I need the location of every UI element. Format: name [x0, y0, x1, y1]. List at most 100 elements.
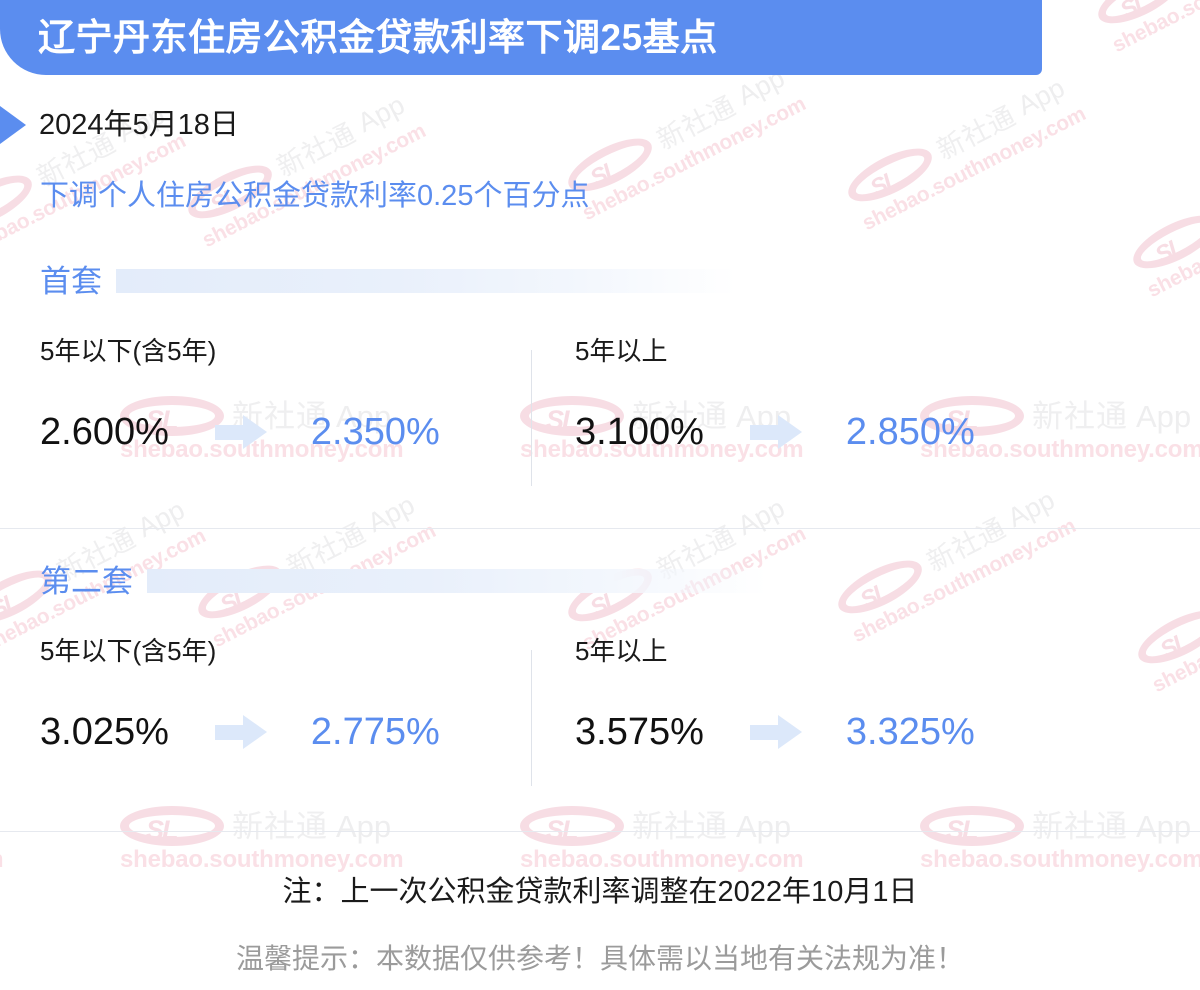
old-rate: 3.100%	[575, 411, 704, 453]
watermark-brand-mark: SL	[0, 193, 2, 230]
arrow-shaft	[749, 725, 780, 740]
watermark-brand-app: App	[336, 808, 392, 844]
section-second-home: 第二套 5年以下(含5年) 3.025% 2.775%	[0, 558, 1200, 786]
watermark-brand-app: App	[732, 492, 790, 542]
rate-column: 5年以下(含5年) 3.025% 2.775%	[0, 638, 531, 754]
watermark-brand-mark: SL	[1115, 0, 1152, 24]
rate-column: 5年以上 3.575% 3.325%	[531, 638, 1091, 754]
watermark-brand-cn: 新社通	[1032, 808, 1128, 844]
watermark-logo-row: SL 新社通 App	[560, 56, 798, 203]
rate-row: 2.600% 2.350%	[40, 410, 531, 454]
term-label: 5年以下(含5年)	[40, 636, 217, 666]
new-rate: 2.775%	[310, 711, 440, 753]
watermark-horizontal: SL 新社通 App shebao.southmoney.com	[0, 806, 4, 872]
arrow-right-icon	[749, 415, 804, 449]
watermark-logo-row: SL 新社通 App	[0, 806, 3, 846]
rate-row: 3.575% 3.325%	[575, 710, 1091, 754]
new-rate: 3.325%	[845, 711, 975, 753]
page-title: 辽宁丹东住房公积金贷款利率下调25基点	[38, 17, 718, 58]
watermark-horizontal: SL 新社通 App shebao.southmoney.com	[120, 806, 404, 873]
section-header-bar	[147, 569, 767, 593]
watermark-brand-cn: 新社通	[932, 100, 1021, 166]
footer-divider	[0, 831, 1200, 832]
sl-logo-icon: SL	[520, 806, 624, 846]
watermark-brand-cn: 新社通	[272, 117, 361, 183]
sl-logo-icon: SL	[120, 806, 224, 846]
section-first-home: 首套 5年以下(含5年) 2.600% 2.350%	[0, 258, 1200, 486]
watermark-brand-mark: SL	[585, 155, 622, 192]
watermark-logo-row: SL 新社通 App	[920, 806, 1200, 846]
footer-note: 注：上一次公积金贷款利率调整在2022年10月1日	[282, 876, 918, 908]
header-banner: 辽宁丹东住房公积金贷款利率下调25基点	[0, 0, 1042, 75]
term-label: 5年以上	[575, 636, 668, 666]
rate-columns: 5年以下(含5年) 2.600% 2.350% 5年以上	[0, 338, 1200, 486]
column-divider	[531, 350, 532, 486]
sl-logo-icon: SL	[1090, 0, 1189, 34]
watermark-brand-mark: SL	[865, 165, 902, 202]
sl-logo-icon: SL	[920, 806, 1024, 846]
watermark-url: shebao.southmoney.com	[520, 846, 804, 873]
watermark-brand-app: App	[132, 494, 190, 544]
new-rate: 2.850%	[845, 411, 975, 453]
watermark-brand-app: App	[1002, 484, 1060, 534]
watermark-brand-app: App	[736, 808, 792, 844]
section-divider	[0, 528, 1200, 529]
watermark-brand-app: App	[1136, 808, 1192, 844]
watermark-diagonal: SL 新社通 App shebao.southmoney.com	[1090, 0, 1200, 58]
rate-row: 3.025% 2.775%	[40, 710, 531, 754]
term-label: 5年以下(含5年)	[40, 336, 217, 366]
effective-date: 2024年5月18日	[39, 108, 239, 141]
arrow-right-icon	[214, 415, 269, 449]
watermark-horizontal: SL 新社通 App shebao.southmoney.com	[920, 806, 1200, 872]
watermark-brand-cn: 新社通	[632, 808, 728, 844]
section-label: 首套	[40, 263, 102, 299]
rate-columns: 5年以下(含5年) 3.025% 2.775% 5年以上	[0, 638, 1200, 786]
arrow-head	[777, 415, 802, 449]
watermark-diagonal: SL 新社通 App shebao.southmoney.com	[840, 66, 1090, 236]
arrow-head	[242, 715, 267, 749]
watermark-url: shebao.southmoney.com	[578, 92, 810, 226]
watermark-logo-row: SL 新社通 App	[840, 66, 1078, 213]
watermark-logo-row: SL 新社通 App	[1090, 0, 1200, 35]
arrow-shaft	[214, 725, 245, 740]
watermark-url: shebao.southmoney.com	[120, 846, 404, 873]
footer-tip: 温馨提示：本数据仅供参考！具体需以当地有关法规为准！	[235, 943, 964, 974]
watermark-horizontal: SL 新社通 App shebao.southmoney.com	[520, 806, 804, 873]
rate-column: 5年以上 3.100% 2.850%	[531, 338, 1091, 454]
watermark-url: shebao.southmoney.com	[858, 102, 1090, 236]
watermark-brand-cn: 新社通	[232, 808, 328, 844]
section-label: 第二套	[40, 563, 133, 599]
date-row: 2024年5月18日	[0, 106, 239, 144]
new-rate: 2.350%	[310, 411, 440, 453]
arrow-right-icon	[749, 715, 804, 749]
arrow-shaft	[749, 425, 780, 440]
watermark-logo-row: SL 新社通 App	[520, 806, 803, 846]
sl-logo-icon: SL	[0, 164, 39, 239]
watermark-brand-cn: 新社通	[652, 90, 741, 156]
section-header: 首套	[0, 258, 1200, 304]
rate-row: 3.100% 2.850%	[575, 410, 1091, 454]
watermark-url: shebao.southmoney.com	[1109, 0, 1200, 58]
rate-column: 5年以下(含5年) 2.600% 2.350%	[0, 338, 531, 454]
sl-logo-icon: SL	[840, 137, 939, 212]
arrow-head	[242, 415, 267, 449]
section-header: 第二套	[0, 558, 1200, 604]
term-label: 5年以上	[575, 336, 668, 366]
arrow-shaft	[214, 425, 245, 440]
watermark-url: shebao.southmoney.com	[920, 846, 1200, 873]
subtitle: 下调个人住房公积金贷款利率0.25个百分点	[40, 180, 590, 212]
arrow-head	[777, 715, 802, 749]
watermark-brand-app: App	[362, 489, 420, 539]
section-header-bar	[116, 269, 736, 293]
arrow-right-icon	[214, 715, 269, 749]
old-rate: 3.575%	[575, 711, 704, 753]
triangle-right-icon	[0, 106, 26, 144]
watermark-logo-row: SL 新社通 App	[120, 806, 403, 846]
column-divider	[531, 650, 532, 786]
old-rate: 2.600%	[40, 411, 169, 453]
watermark-diagonal: SL 新社通 App shebao.southmoney.com	[560, 56, 810, 226]
watermark-url: shebao.southmoney.com	[0, 848, 4, 872]
watermark-brand-app: App	[352, 89, 410, 139]
